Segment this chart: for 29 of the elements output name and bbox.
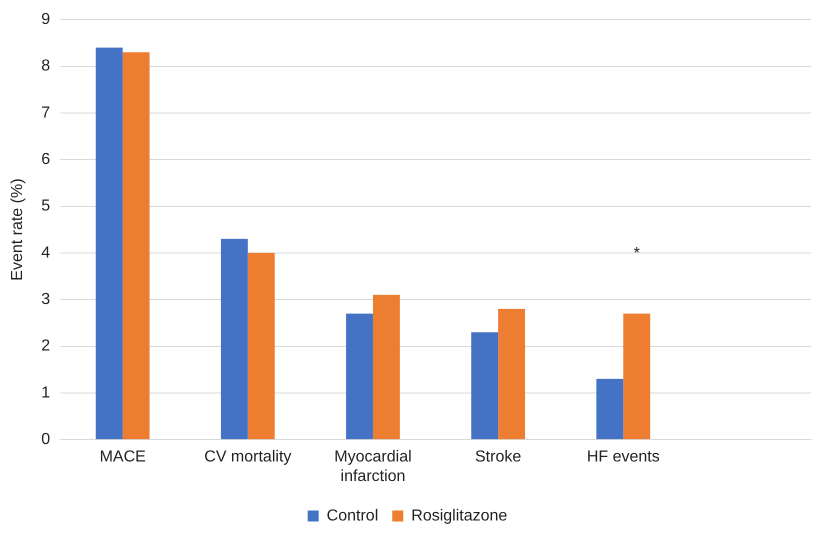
legend-label: Control [326, 507, 378, 524]
bar [248, 252, 275, 440]
x-tick-label: HF events [586, 448, 660, 466]
y-tick-label: 5 [41, 198, 50, 215]
x-tick-label: Myocardial infarction [334, 448, 412, 485]
y-tick-label: 7 [41, 104, 50, 122]
bar [596, 378, 624, 440]
annotation: * [634, 245, 640, 262]
bar [220, 238, 248, 440]
y-tick-label: 9 [41, 11, 50, 28]
bar [122, 52, 150, 440]
y-tick-label: 0 [41, 431, 50, 448]
bar [96, 48, 123, 440]
bar [623, 314, 650, 440]
y-tick-label: 8 [41, 58, 50, 75]
y-tick-label: 3 [41, 291, 50, 308]
y-tick-label: 6 [41, 151, 50, 168]
y-tick-label: 4 [41, 244, 50, 262]
bar [498, 308, 526, 440]
x-tick-label: CV mortality [204, 448, 292, 466]
bar [346, 314, 373, 440]
bar [372, 294, 400, 440]
legend-label: Rosiglitazone [411, 507, 508, 524]
y-axis-title: Event rate (%) [9, 178, 26, 281]
bar [471, 332, 498, 440]
x-tick-label: MACE [100, 448, 146, 466]
y-tick-label: 2 [41, 338, 50, 355]
x-tick-label: Stroke [475, 448, 522, 466]
y-tick-label: 1 [41, 384, 50, 402]
